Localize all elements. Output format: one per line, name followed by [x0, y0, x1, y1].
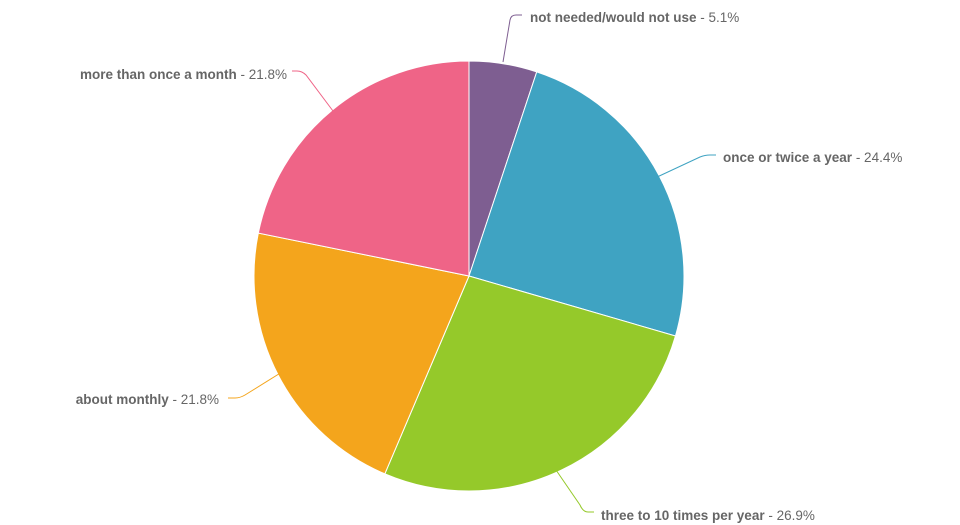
slice-category-1: not needed/would not use	[530, 10, 697, 25]
leader-line-2	[654, 154, 716, 179]
slice-label-3: three to 10 times per year - 26.9%	[601, 508, 815, 523]
slice-label-1: not needed/would not use - 5.1%	[530, 10, 739, 25]
leader-line-4	[228, 371, 283, 399]
slice-label-2: once or twice a year - 24.4%	[723, 150, 902, 165]
pie-slice-5[interactable]	[257, 60, 470, 277]
slice-value-5: - 21.8%	[237, 67, 287, 82]
slice-value-1: - 5.1%	[697, 10, 740, 25]
leader-line-3	[555, 469, 594, 513]
slice-category-5: more than once a month	[80, 67, 237, 82]
leader-line-5	[292, 70, 334, 112]
leader-lines	[228, 14, 716, 513]
slice-label-4: about monthly - 21.8%	[76, 392, 219, 407]
pie-slice-4[interactable]	[253, 232, 470, 475]
slice-category-3: three to 10 times per year	[601, 508, 765, 523]
slice-category-2: once or twice a year	[723, 150, 853, 165]
pie-slices	[253, 60, 685, 492]
slice-value-3: - 26.9%	[765, 508, 815, 523]
pie-slice-3[interactable]	[384, 275, 677, 492]
slice-category-4: about monthly	[76, 392, 169, 407]
slice-value-2: - 24.4%	[852, 150, 902, 165]
slice-labels: not needed/would not use - 5.1% once or t…	[76, 10, 903, 523]
slice-label-5: more than once a month - 21.8%	[80, 67, 287, 82]
leader-line-1	[502, 14, 522, 63]
slice-value-4: - 21.8%	[169, 392, 219, 407]
